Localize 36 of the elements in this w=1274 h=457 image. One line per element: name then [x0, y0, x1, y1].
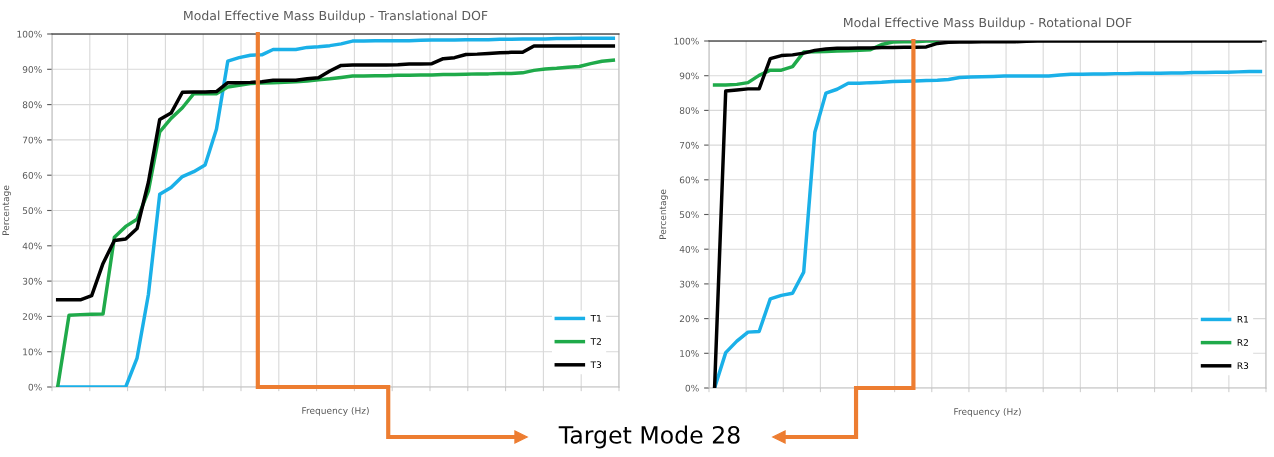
- y-tick-label: 0%: [28, 383, 42, 391]
- legend-label: T2: [590, 338, 601, 345]
- x-axis-title: Frequency (Hz): [954, 408, 1021, 417]
- y-tick-label: 40%: [22, 242, 42, 250]
- y-tick-label: 30%: [679, 280, 699, 288]
- y-tick-label: 10%: [23, 348, 42, 356]
- legend-label: T1: [590, 315, 602, 322]
- chart-title: Modal Effective Mass Buildup - Rotational DOF: [844, 17, 1132, 30]
- y-tick-label: 100%: [674, 37, 699, 45]
- legend-label: T3: [590, 361, 602, 369]
- y-axis-title: Percentage: [659, 189, 668, 239]
- y-tick-label: 80%: [679, 107, 699, 114]
- x-axis-title: Frequency (Hz): [302, 407, 369, 416]
- y-tick-label: 60%: [679, 176, 699, 184]
- line-series: [55, 44, 616, 302]
- y-tick-label: 0%: [685, 384, 699, 392]
- y-tick-label: 30%: [22, 277, 42, 285]
- y-tick-label: 90%: [679, 72, 699, 80]
- legend-label: R3: [1237, 362, 1249, 370]
- y-tick-label: 70%: [679, 141, 699, 149]
- y-tick-label: 70%: [22, 136, 42, 144]
- y-tick-label: 20%: [22, 313, 42, 320]
- legend-label: R2: [1237, 339, 1248, 346]
- legend-label: R1: [1237, 316, 1249, 323]
- y-tick-label: 90%: [22, 66, 42, 73]
- y-tick-label: 100%: [17, 30, 42, 38]
- y-tick-label: 10%: [680, 350, 699, 357]
- y-tick-label: 50%: [679, 211, 699, 219]
- y-tick-label: 20%: [679, 315, 699, 323]
- text: Target Mode 28: [558, 425, 740, 449]
- y-axis-title: Percentage: [2, 185, 11, 235]
- y-tick-label: 80%: [22, 101, 42, 109]
- y-tick-label: 40%: [679, 245, 699, 253]
- y-tick-label: 50%: [22, 207, 42, 215]
- chart-title: Modal Effective Mass Buildup - Translational DOF: [184, 10, 488, 23]
- y-tick-label: 60%: [22, 171, 42, 179]
